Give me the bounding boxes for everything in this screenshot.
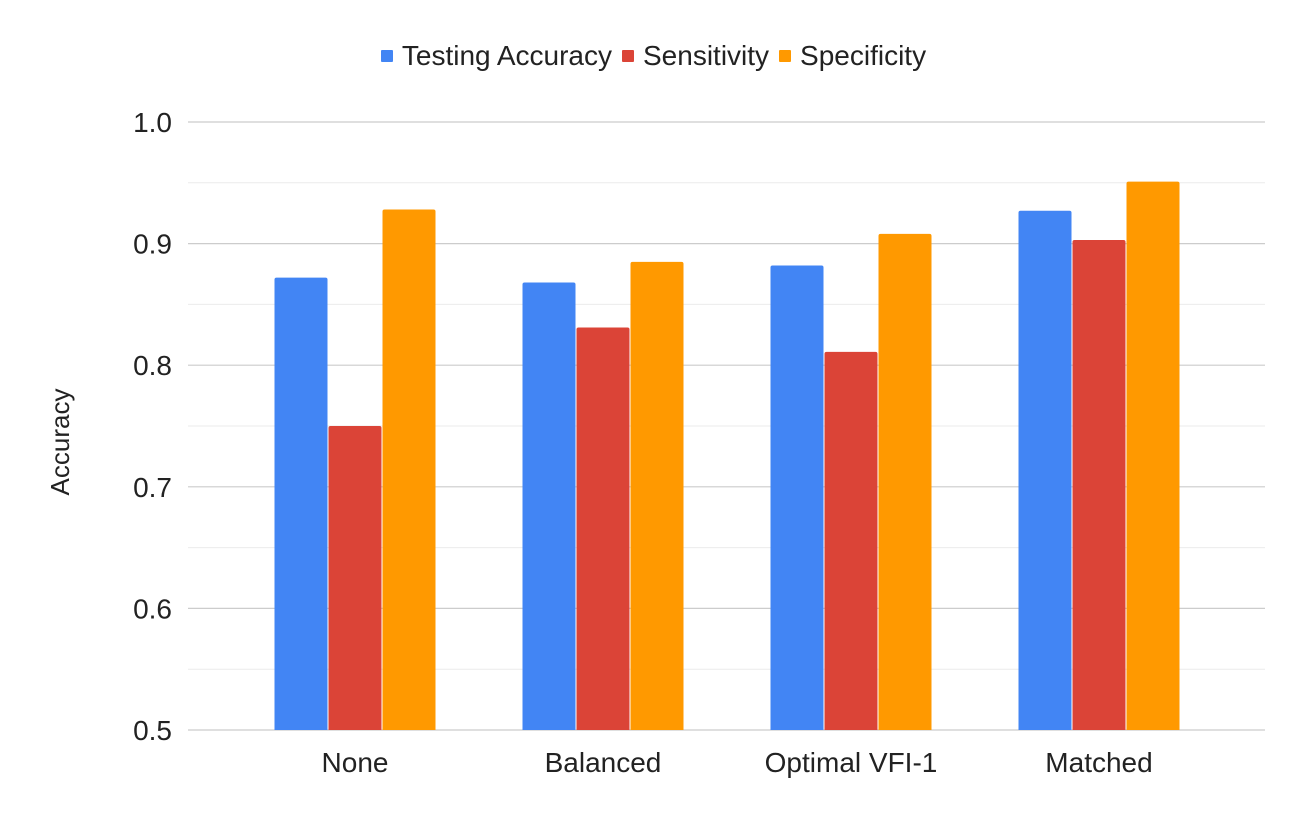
bar-testing-accuracy-none[interactable]	[274, 277, 328, 730]
bar-specificity-balanced[interactable]	[630, 261, 684, 730]
y-tick-label: 0.6	[133, 593, 172, 624]
legend-swatch-testing-accuracy	[380, 50, 393, 62]
x-tick-label: Matched	[1045, 747, 1152, 778]
legend-item-sensitivity[interactable]: Sensitivity	[622, 40, 769, 72]
bar-sensitivity-matched[interactable]	[1072, 239, 1126, 730]
x-axis-ticks: None Balanced Optimal VFI-1 Matched	[322, 747, 1153, 778]
bar-sensitivity-optimal-vfi-1[interactable]	[824, 351, 878, 730]
legend-swatch-specificity	[779, 50, 792, 62]
y-axis-ticks: 0.5 0.6 0.7 0.8 0.9 1.0	[133, 107, 172, 746]
y-axis-title: Accuracy	[45, 389, 75, 496]
x-tick-label: Optimal VFI-1	[765, 747, 938, 778]
bar-specificity-optimal-vfi-1[interactable]	[878, 233, 932, 730]
bar-sensitivity-none[interactable]	[328, 426, 382, 730]
y-tick-label: 0.7	[133, 472, 172, 503]
bar-specificity-matched[interactable]	[1126, 181, 1180, 731]
y-tick-label: 0.8	[133, 350, 172, 381]
y-tick-label: 0.9	[133, 229, 172, 260]
bar-sensitivity-balanced[interactable]	[576, 327, 630, 730]
legend-label: Testing Accuracy	[401, 40, 612, 71]
x-tick-label: None	[322, 747, 389, 778]
chart-legend: Testing Accuracy Sensitivity Specificity	[0, 40, 1307, 72]
legend-label: Specificity	[800, 40, 927, 71]
legend-swatch-sensitivity	[622, 50, 634, 62]
bar-testing-accuracy-matched[interactable]	[1018, 210, 1072, 730]
legend-label: Sensitivity	[643, 40, 770, 71]
legend-item-testing-accuracy[interactable]: Testing Accuracy	[380, 40, 612, 72]
y-tick-label: 0.5	[133, 715, 172, 746]
x-tick-label: Balanced	[545, 747, 662, 778]
bars	[274, 181, 1180, 731]
bar-testing-accuracy-optimal-vfi-1[interactable]	[770, 265, 824, 730]
legend-item-specificity[interactable]: Specificity	[779, 40, 926, 72]
bar-testing-accuracy-balanced[interactable]	[522, 282, 576, 730]
bar-specificity-none[interactable]	[382, 209, 436, 730]
y-tick-label: 1.0	[133, 107, 172, 138]
